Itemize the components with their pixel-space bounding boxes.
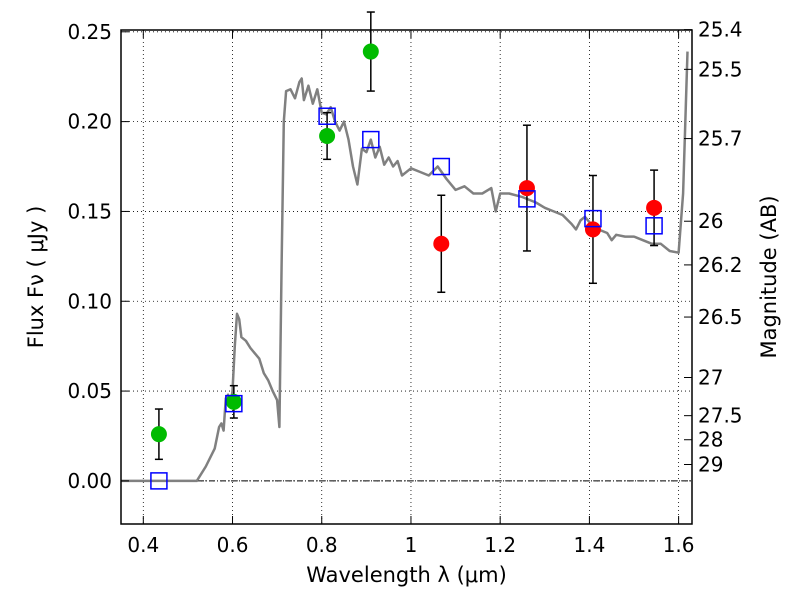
- plot-frame: [120, 29, 693, 525]
- right-tick-label: 27.5: [698, 404, 743, 428]
- right-tick-label: 28: [698, 428, 723, 452]
- x-axis-label: Wavelength λ (μm): [306, 563, 507, 587]
- red-data-point: [518, 180, 535, 197]
- red-points-layer: [433, 180, 663, 252]
- right-tick-label: 26: [698, 209, 723, 233]
- x-tick-label: 1.2: [484, 533, 516, 557]
- y-tick-label: 0.00: [67, 469, 112, 493]
- x-tick-label: 0.6: [217, 533, 249, 557]
- right-axis-label: Magnitude (AB): [757, 195, 781, 358]
- right-tick-label: 29: [698, 453, 723, 477]
- right-tick-label: 27: [698, 366, 723, 390]
- x-tick-label: 1: [405, 533, 418, 557]
- model-spectrum-line: [121, 51, 689, 483]
- green-data-point: [319, 127, 336, 144]
- right-tick-label: 26.5: [698, 305, 743, 329]
- y-tick-label: 0.20: [67, 110, 112, 134]
- model-photometry-square: [518, 190, 536, 208]
- axis-ticks: [121, 29, 692, 524]
- model-photometry-square: [432, 157, 451, 176]
- model-photometry-square: [318, 107, 336, 125]
- y-tick-label: 0.10: [67, 289, 112, 313]
- model-spectrum-layer: [121, 51, 689, 483]
- red-data-point: [433, 235, 450, 252]
- green-data-point: [150, 426, 167, 443]
- right-tick-label: 25.4: [698, 18, 743, 42]
- right-tick-label: 26.2: [698, 253, 743, 277]
- green-data-point: [362, 43, 379, 60]
- model-photometry-square: [584, 209, 602, 228]
- x-tick-labels: 0.4 0.6 0.8 1 1.2 1.4 1.6: [127, 533, 694, 557]
- model-photometry-layer: [150, 107, 663, 490]
- red-data-point: [646, 199, 663, 216]
- grid-lines: [121, 30, 692, 524]
- y-tick-label: 0.25: [67, 20, 112, 44]
- x-tick-label: 0.4: [127, 533, 159, 557]
- green-points-layer: [150, 43, 379, 443]
- green-data-point: [225, 393, 242, 410]
- red-data-point: [584, 221, 601, 238]
- right-tick-label: 25.7: [698, 127, 743, 151]
- x-tick-label: 1.4: [573, 533, 605, 557]
- y-tick-label: 0.05: [67, 379, 112, 403]
- model-photometry-square: [362, 130, 380, 149]
- errorbars-layer: [154, 11, 659, 461]
- model-photometry-square: [150, 472, 168, 490]
- right-tick-label: 25.5: [698, 57, 743, 81]
- model-photometry-square: [225, 394, 243, 413]
- y-tick-label: 0.15: [67, 199, 112, 223]
- y-tick-labels: 0.00 0.05 0.10 0.15 0.20 0.25: [67, 20, 112, 493]
- y-axis-label: Flux Fν ( μJy ): [24, 206, 48, 349]
- x-tick-label: 0.8: [306, 533, 338, 557]
- x-tick-label: 1.6: [663, 533, 695, 557]
- model-photometry-square: [645, 217, 663, 235]
